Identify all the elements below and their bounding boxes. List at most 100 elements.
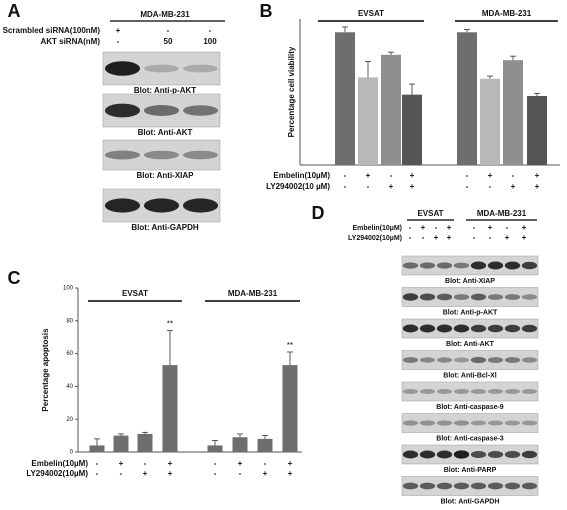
y-tick-label: 20 — [66, 417, 73, 423]
band — [419, 420, 436, 426]
band — [521, 357, 538, 363]
band — [470, 388, 487, 395]
y-tick-label: 80 — [66, 318, 73, 324]
y-axis-label: Percentage cell viability — [287, 46, 296, 137]
error-bar — [365, 61, 371, 78]
row-sign: - — [239, 469, 242, 478]
band — [470, 293, 487, 301]
band — [504, 324, 521, 333]
error-bar — [118, 433, 124, 436]
y-axis-label: Percentage apoptosis — [41, 328, 50, 412]
band — [470, 261, 487, 270]
significance: ** — [287, 341, 293, 350]
band — [419, 450, 436, 459]
band — [436, 420, 453, 426]
band — [419, 388, 436, 395]
band — [436, 482, 453, 490]
band — [504, 482, 521, 490]
band — [521, 261, 538, 270]
group-label: EVSAT — [417, 209, 443, 218]
blot — [401, 350, 539, 370]
row-label: Embelin(10µM) — [273, 171, 330, 180]
group-label: EVSAT — [358, 9, 384, 18]
row-sign: + — [410, 171, 415, 180]
band — [470, 356, 487, 364]
row-sign: + — [238, 459, 243, 468]
row-sign: + — [366, 171, 371, 180]
band — [453, 294, 470, 300]
blot — [401, 413, 539, 433]
band — [470, 324, 487, 333]
group-label: MDA-MB-231 — [228, 289, 278, 298]
blot — [102, 139, 221, 171]
row-sign: + — [488, 171, 493, 180]
row-sign: + — [522, 223, 527, 232]
error-bar — [94, 438, 100, 446]
row-sign: - — [214, 469, 217, 478]
row-sign: - — [506, 223, 509, 232]
row-label: AKT siRNA(nM) — [40, 37, 100, 46]
error-bar — [487, 75, 493, 79]
row-sign: + — [511, 182, 516, 191]
row-sign: - — [96, 469, 99, 478]
error-bar — [342, 26, 348, 33]
row-label: Embelin(10µM) — [31, 459, 88, 468]
bar — [207, 445, 223, 452]
band — [436, 357, 453, 363]
row-label: Scrambled siRNA(100nM) — [3, 26, 101, 35]
band — [436, 262, 453, 269]
bar — [232, 437, 248, 452]
band — [453, 482, 470, 490]
band — [104, 150, 141, 160]
error-bar — [212, 440, 218, 446]
row-sign: - — [466, 182, 469, 191]
band — [504, 388, 521, 395]
row-sign: + — [288, 469, 293, 478]
band — [521, 294, 538, 300]
band — [521, 324, 538, 333]
row-sign: + — [488, 223, 493, 232]
band — [402, 324, 419, 333]
row-value: + — [116, 26, 121, 35]
blot-caption: Blot: Anti-XIAP — [136, 171, 194, 180]
band — [104, 198, 141, 213]
row-sign: - — [344, 182, 347, 191]
row-sign: + — [421, 223, 426, 232]
error-bar — [262, 435, 268, 439]
blot-caption: Blot: Anti-Bcl-Xl — [443, 372, 496, 379]
blot-caption: Blot: Anti-AKT — [138, 128, 193, 137]
row-sign: + — [447, 233, 452, 242]
row-sign: + — [410, 182, 415, 191]
band — [504, 261, 521, 270]
band — [419, 482, 436, 490]
blot — [401, 255, 539, 276]
band — [436, 388, 453, 395]
blot-caption: Blot: Anti-caspase-3 — [436, 435, 504, 442]
blot-caption: Blot: Anti-caspase-9 — [436, 404, 504, 411]
group-header: MDA-MB-231 — [140, 10, 190, 19]
band — [402, 420, 419, 426]
row-sign: + — [288, 459, 293, 468]
row-sign: - — [473, 233, 476, 242]
blot — [401, 287, 539, 307]
error-bar — [142, 431, 148, 434]
row-sign: + — [535, 171, 540, 180]
band — [470, 482, 487, 490]
band — [504, 357, 521, 363]
band — [419, 357, 436, 363]
row-sign: + — [119, 459, 124, 468]
panel-letter: B — [260, 1, 273, 21]
band — [453, 324, 470, 333]
band — [436, 293, 453, 301]
band — [104, 103, 141, 118]
bar — [137, 433, 153, 452]
row-sign: - — [264, 459, 267, 468]
row-sign: - — [466, 171, 469, 180]
band — [487, 420, 504, 426]
blot-caption: Blot: Anti-AKT — [446, 341, 495, 348]
band — [504, 450, 521, 459]
panel-letter: C — [8, 268, 21, 288]
band — [182, 150, 219, 160]
row-sign: - — [144, 459, 147, 468]
bar — [282, 365, 298, 452]
